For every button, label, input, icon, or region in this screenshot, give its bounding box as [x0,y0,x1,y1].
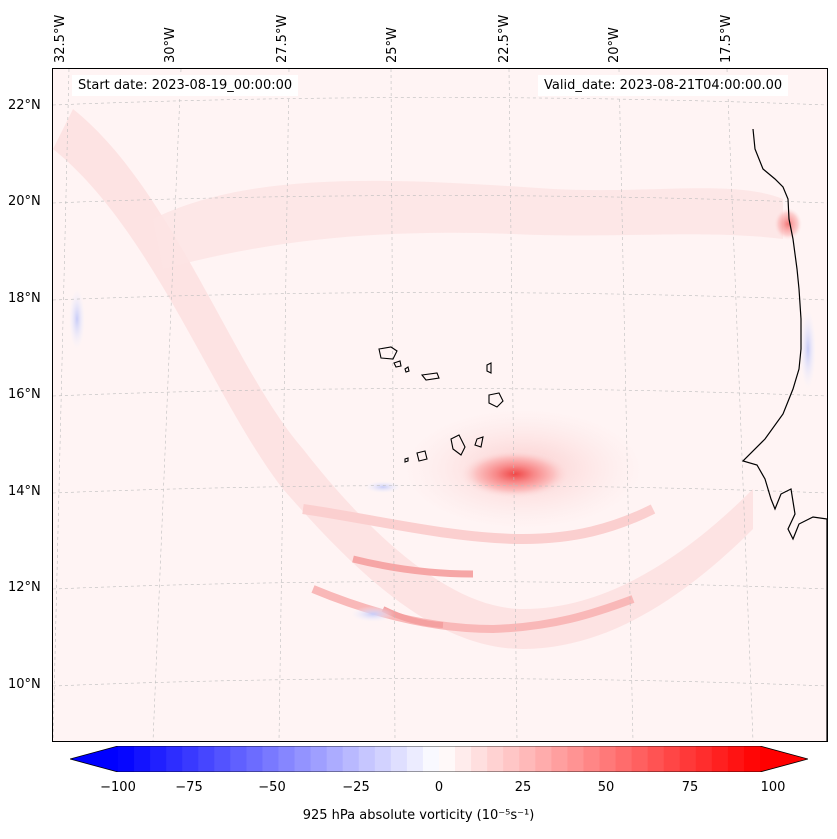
lon-label-20w: 20°W [607,27,622,63]
lat-label-14n: 14°N [8,484,41,499]
colorbar-cell [214,746,231,772]
start-date-box: Start date: 2023-08-19_00:00:00 [72,75,299,96]
colorbar-tick-m25: −25 [342,780,370,795]
neg-vort-south [351,606,395,622]
valid-date-box: Valid_date: 2023-08-21T04:00:00.00 [538,75,789,96]
colorbar-cell [647,746,665,772]
colorbar-cell [487,746,504,772]
map-field [53,69,827,741]
colorbar-tick-m75: −75 [175,780,203,795]
colorbar-cell [631,746,649,772]
colorbar-cell [278,746,296,772]
streak-4 [352,555,474,578]
colorbar-tick-m100: −100 [100,780,136,795]
neg-vort-center [365,481,401,493]
vorticity-north-band [153,180,783,269]
coastal-max [774,208,802,240]
colorbar-cell [390,746,408,772]
colorbar-cell [615,746,633,772]
colorbar-tick-0: 0 [434,780,444,795]
colorbar-cell [695,746,713,772]
colorbar-cell [182,746,199,772]
colorbar-cell [134,746,151,772]
colorbar-cell [455,746,472,772]
colorbar-cell [535,746,552,772]
vorticity-map [52,68,828,742]
lon-label-17-5w: 17.5°W [719,14,734,63]
lat-label-22n: 22°N [8,98,41,113]
lon-label-27-5w: 27.5°W [275,14,290,63]
colorbar-cells [118,746,761,772]
colorbar-cell [230,746,247,772]
colorbar-cell [679,746,697,772]
lat-label-18n: 18°N [8,291,41,306]
colorbar-tick-m50: −50 [258,780,286,795]
field-background [53,69,827,741]
colorbar-cell [583,746,600,772]
colorbar-cell [118,746,135,772]
colorbar-label: 925 hPa absolute vorticity (10⁻⁵s⁻¹) [302,808,535,823]
lat-label-10n: 10°N [8,677,41,692]
lon-label-25w: 25°W [385,27,400,63]
colorbar-cell [198,746,215,772]
vorticity-arc-band [53,109,753,649]
vortex-core [460,450,570,498]
colorbar-tick-25: 25 [514,780,532,795]
colorbar [70,746,808,772]
colorbar-cell [294,746,312,772]
colorbar-cell [567,746,584,772]
colorbar-cell [422,746,440,772]
graticule [53,69,827,741]
colorbar-cell [406,746,424,772]
cape-verde-islands [378,346,504,463]
colorbar-cell [471,746,488,772]
colorbar-cell [358,746,376,772]
coastline [741,128,827,741]
colorbar-tick-75: 75 [681,780,699,795]
streak-1 [302,504,656,545]
colorbar-cell [663,746,681,772]
colorbar-cell [711,746,729,772]
colorbar-cell [166,746,183,772]
lat-label-12n: 12°N [8,580,41,595]
colorbar-cell [743,746,761,772]
colorbar-cell [150,746,167,772]
neg-vort-west [69,289,85,349]
lon-label-32-5w: 32.5°W [53,14,68,63]
colorbar-cell [374,746,392,772]
colorbar-cell [342,746,360,772]
colorbar-max-arrow [760,746,808,772]
lat-label-16n: 16°N [8,387,41,402]
colorbar-cell [262,746,279,772]
colorbar-cell [310,746,328,772]
neg-vort-coast [800,309,816,389]
colorbar-tick-50: 50 [597,780,615,795]
colorbar-tick-100: 100 [760,780,786,795]
lon-label-30w: 30°W [163,27,178,63]
colorbar-cell [551,746,568,772]
colorbar-cell [246,746,263,772]
colorbar-min-arrow [70,746,118,772]
colorbar-cell [519,746,536,772]
lat-label-20n: 20°N [8,194,41,209]
lon-label-22-5w: 22.5°W [497,14,512,63]
colorbar-cell [326,746,344,772]
colorbar-cell [727,746,745,772]
colorbar-cell [599,746,617,772]
colorbar-cell [439,746,456,772]
colorbar-cell [503,746,520,772]
